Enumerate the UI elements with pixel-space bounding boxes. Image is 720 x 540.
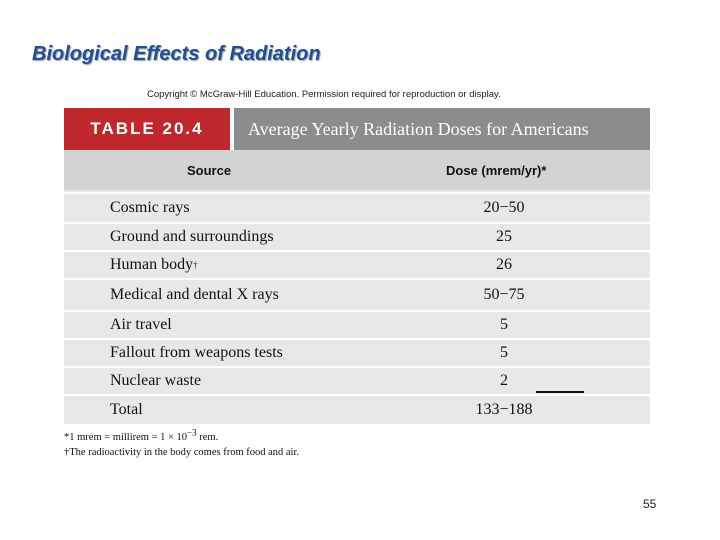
- table-row: Ground and surroundings 25: [64, 222, 650, 250]
- source-cell: Cosmic rays: [110, 199, 190, 216]
- footnote-human-body: †The radioactivity in the body comes fro…: [64, 447, 300, 458]
- column-header-source: Source: [187, 162, 232, 178]
- slide-title: Biological Effects of Radiation: [32, 43, 321, 65]
- source-cell: Air travel: [110, 316, 172, 333]
- source-cell: Fallout from weapons tests: [110, 344, 283, 361]
- table-header-row: Source Dose (mrem/yr)*: [64, 150, 650, 190]
- table-caption: Average Yearly Radiation Doses for Ameri…: [234, 108, 650, 150]
- source-cell: Human body †: [110, 256, 198, 273]
- table-row: Nuclear waste 2: [64, 366, 650, 394]
- table-banner: TABLE 20.4 Average Yearly Radiation Dose…: [64, 108, 650, 150]
- table-row: Medical and dental X rays 50−75: [64, 278, 650, 310]
- dose-cell: 133−188: [475, 401, 533, 418]
- dose-cell: 25: [496, 228, 512, 245]
- table-row: Fallout from weapons tests 5: [64, 338, 650, 366]
- source-cell: Nuclear waste: [110, 372, 202, 389]
- dose-cell: 26: [496, 256, 512, 273]
- dose-cell: 20−50: [483, 199, 525, 216]
- table-row: Human body † 26: [64, 250, 650, 278]
- source-cell: Medical and dental X rays: [110, 286, 279, 303]
- footnote-units: *1 mrem = millirem = 1 × 10−3 rem.: [64, 427, 219, 443]
- copyright-notice: Copyright © McGraw-Hill Education. Permi…: [147, 89, 501, 100]
- dose-cell: 50−75: [483, 286, 525, 303]
- sum-rule: [536, 391, 584, 393]
- column-header-dose: Dose (mrem/yr)*: [446, 162, 547, 178]
- dose-cell: 5: [500, 316, 508, 333]
- dose-cell: 2: [500, 372, 508, 389]
- table-row: Air travel 5: [64, 310, 650, 338]
- banner-divider: [230, 108, 234, 150]
- table-row: Cosmic rays 20−50: [64, 192, 650, 222]
- dose-table: Source Dose (mrem/yr)* Cosmic rays 20−50…: [64, 150, 650, 424]
- source-cell: Total: [110, 401, 143, 418]
- page-number: 55: [643, 497, 657, 511]
- table-row-total: Total 133−188: [64, 394, 650, 424]
- table-label: TABLE 20.4: [64, 108, 230, 150]
- dose-cell: 5: [500, 344, 508, 361]
- source-cell: Ground and surroundings: [110, 228, 274, 245]
